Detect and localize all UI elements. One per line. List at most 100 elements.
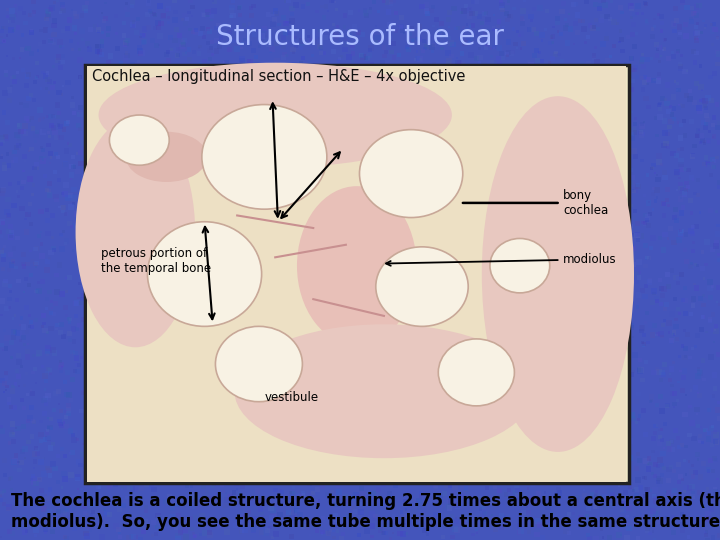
Point	[394, 368, 405, 376]
Point	[706, 422, 718, 430]
Point	[139, 344, 150, 353]
Point	[580, 394, 592, 402]
Point	[355, 127, 366, 136]
Point	[228, 11, 239, 20]
Point	[588, 54, 600, 63]
Point	[517, 39, 528, 48]
Point	[495, 268, 507, 277]
Point	[687, 489, 698, 498]
Point	[384, 159, 396, 168]
Point	[215, 518, 227, 526]
Point	[225, 120, 237, 129]
Point	[530, 411, 541, 420]
Point	[712, 475, 720, 483]
Point	[267, 68, 279, 77]
Point	[483, 326, 495, 335]
Point	[637, 376, 649, 384]
Point	[433, 449, 445, 458]
Point	[452, 425, 464, 434]
Point	[593, 408, 604, 416]
Point	[57, 189, 68, 198]
Point	[139, 31, 150, 39]
Point	[256, 473, 267, 482]
Point	[471, 227, 482, 235]
Point	[647, 164, 658, 172]
Point	[406, 285, 418, 293]
Point	[529, 213, 541, 222]
Point	[138, 527, 150, 536]
Point	[196, 254, 207, 262]
Point	[192, 307, 204, 316]
Point	[6, 529, 18, 538]
Point	[570, 19, 581, 28]
Point	[104, 69, 116, 78]
Point	[707, 156, 719, 164]
Point	[524, 25, 536, 34]
Point	[658, 141, 670, 150]
Point	[691, 410, 703, 418]
Point	[472, 462, 483, 471]
Point	[243, 403, 255, 412]
Point	[585, 129, 597, 138]
Point	[678, 487, 690, 496]
Point	[581, 306, 593, 315]
Point	[608, 281, 620, 289]
Point	[421, 0, 433, 9]
Point	[485, 301, 496, 310]
Point	[624, 414, 635, 423]
Point	[676, 185, 688, 193]
Point	[404, 388, 415, 397]
Point	[297, 59, 308, 68]
Point	[227, 278, 238, 286]
Point	[269, 81, 280, 90]
Point	[89, 443, 101, 451]
Point	[392, 448, 404, 457]
Point	[657, 292, 668, 300]
Point	[694, 437, 706, 446]
Point	[15, 140, 27, 149]
Point	[588, 113, 599, 122]
Point	[411, 47, 423, 56]
Point	[538, 446, 549, 454]
Point	[711, 456, 720, 464]
Point	[212, 107, 224, 116]
Point	[120, 272, 131, 281]
Point	[184, 45, 195, 53]
Point	[31, 128, 42, 137]
Point	[204, 429, 216, 438]
Point	[374, 172, 385, 181]
Point	[287, 489, 298, 497]
Point	[559, 133, 571, 142]
Point	[275, 341, 287, 350]
Text: The cochlea is a coiled structure, turning 2.75 times about a central axis (the
: The cochlea is a coiled structure, turni…	[11, 492, 720, 531]
Point	[359, 404, 370, 413]
Point	[399, 283, 410, 292]
Point	[136, 484, 148, 492]
Point	[114, 407, 125, 415]
Point	[168, 373, 180, 382]
Point	[608, 459, 619, 468]
Point	[264, 273, 276, 281]
Point	[407, 36, 418, 45]
Point	[278, 326, 289, 334]
Point	[552, 372, 563, 380]
Point	[641, 516, 652, 524]
Point	[207, 516, 218, 525]
Point	[56, 492, 68, 501]
Point	[0, 251, 9, 260]
Point	[549, 100, 561, 109]
Point	[523, 456, 534, 464]
Point	[690, 3, 702, 11]
Point	[476, 18, 487, 27]
Point	[486, 58, 498, 67]
Point	[63, 315, 75, 323]
Point	[516, 183, 527, 192]
Point	[306, 160, 318, 168]
Point	[464, 331, 475, 340]
Point	[149, 256, 161, 265]
Point	[690, 189, 701, 198]
Point	[276, 337, 288, 346]
Point	[332, 465, 343, 474]
Point	[474, 215, 485, 224]
Point	[692, 35, 703, 43]
